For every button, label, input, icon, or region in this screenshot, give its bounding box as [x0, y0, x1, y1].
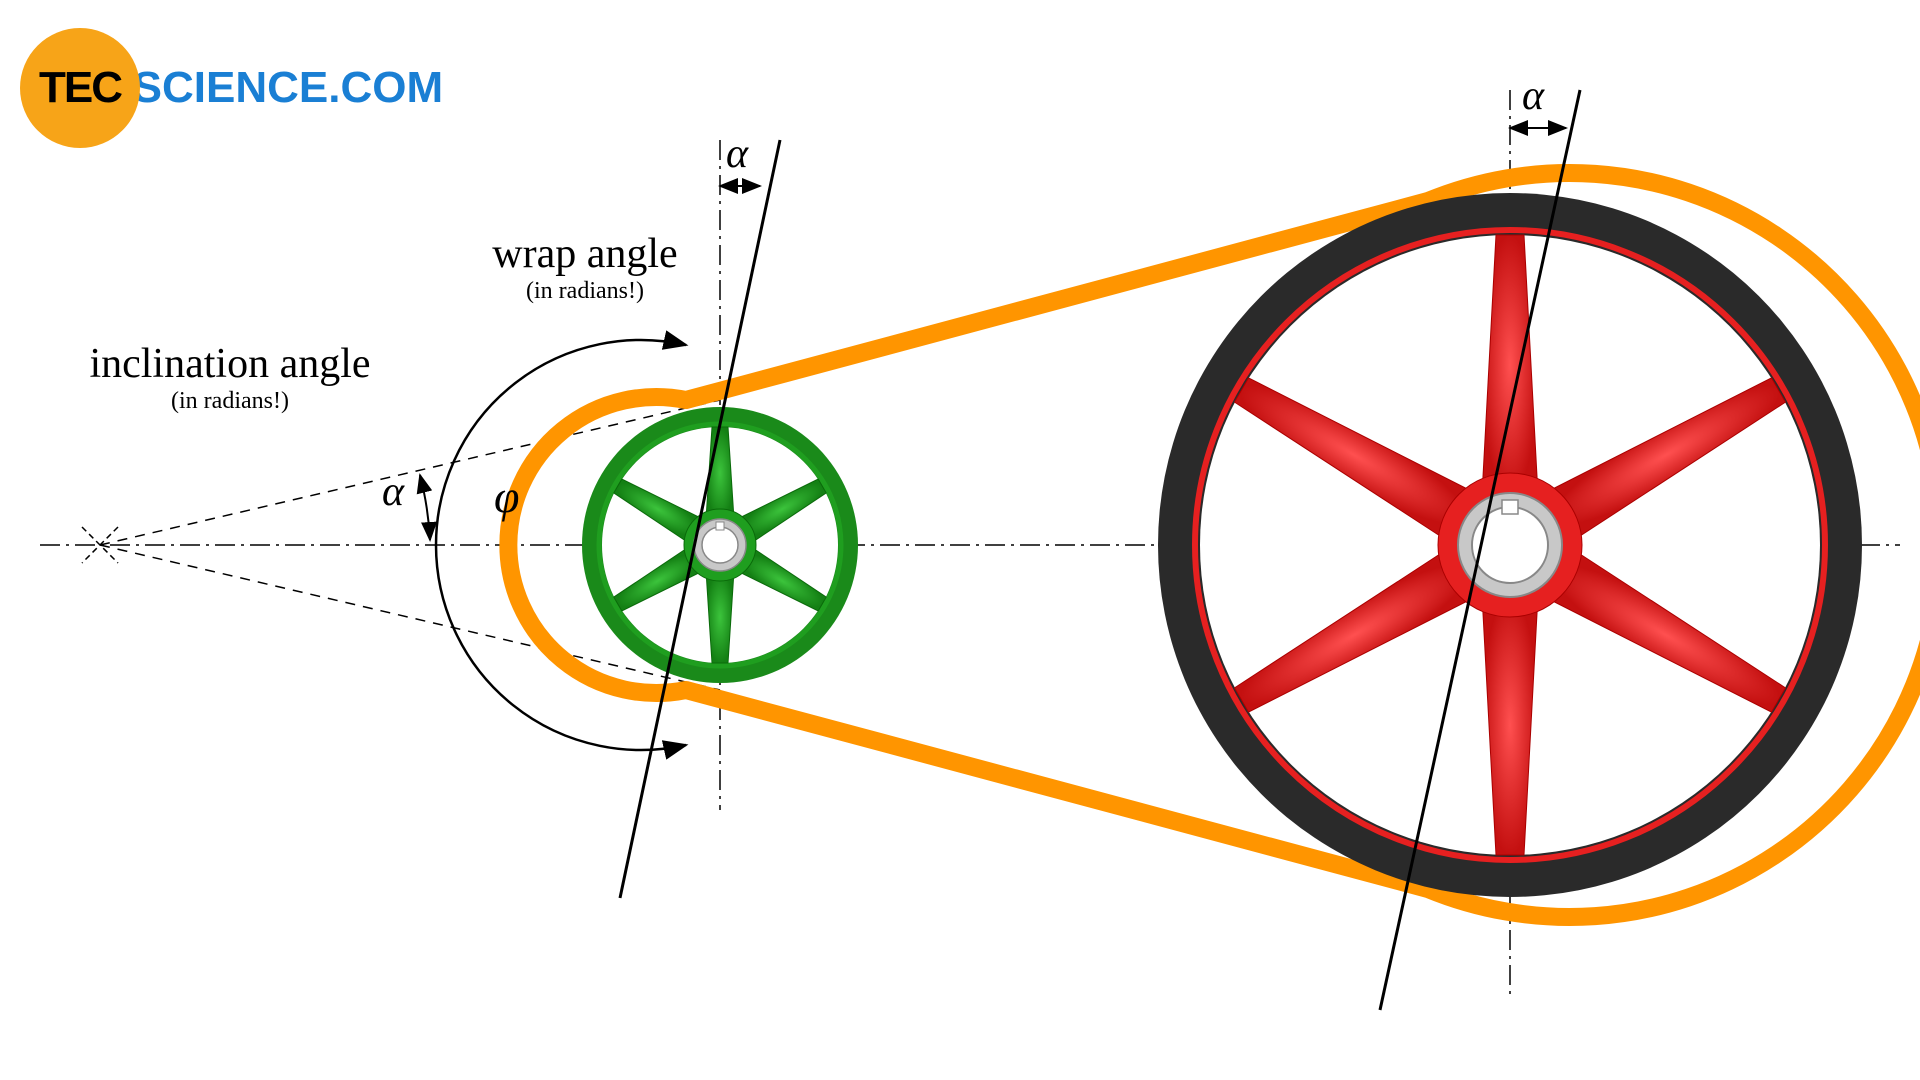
- inclination-main: inclination angle: [50, 340, 410, 388]
- belt-pulley-diagram: [0, 0, 1920, 1080]
- alpha-large-top: α: [1522, 72, 1544, 120]
- wrap-label: wrap angle (in radians!): [435, 230, 735, 305]
- small-keyway: [716, 522, 724, 530]
- wrap-sub: (in radians!): [435, 278, 735, 305]
- logo-circle: TEC: [20, 28, 140, 148]
- inclination-sub: (in radians!): [50, 388, 410, 415]
- large-pulley-bore: [1472, 507, 1548, 583]
- alpha-arc-inclination: [420, 475, 430, 540]
- alpha-inclination: α: [382, 468, 404, 516]
- small-pulley-bore: [702, 527, 738, 563]
- logo-text: -SCIENCE.COM: [118, 63, 443, 113]
- large-keyway: [1502, 500, 1518, 514]
- wrap-main: wrap angle: [435, 230, 735, 278]
- phi-symbol: φ: [494, 470, 519, 523]
- alpha-small-top: α: [726, 130, 748, 178]
- inclination-label: inclination angle (in radians!): [50, 340, 410, 415]
